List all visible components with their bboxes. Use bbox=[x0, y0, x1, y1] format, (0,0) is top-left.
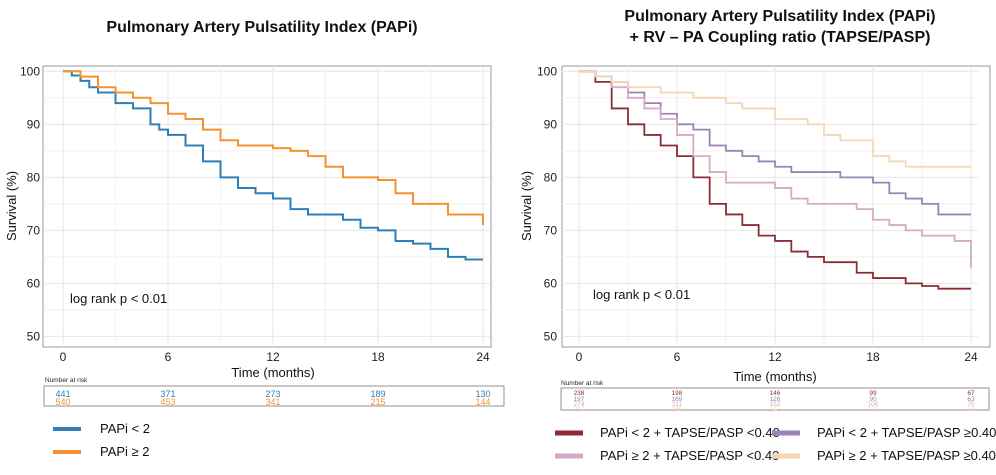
risk-table-value: 371 bbox=[160, 389, 175, 399]
left-risk-table-title: Number at risk bbox=[45, 377, 88, 384]
risk-table-value: 185 bbox=[672, 406, 683, 413]
legend-swatch bbox=[555, 430, 583, 436]
risk-table-value: 90 bbox=[869, 396, 877, 403]
legend-swatch bbox=[772, 453, 800, 459]
legend-label: PAPi ≥ 2 + TAPSE/PASP ≥0.40 bbox=[817, 448, 996, 463]
risk-table-value: 152 bbox=[770, 401, 781, 408]
risk-table-value: 106 bbox=[868, 401, 879, 408]
x-tick-label: 24 bbox=[476, 350, 490, 364]
risk-table-value: 63 bbox=[967, 396, 975, 403]
legend-label: PAPi ≥ 2 + TAPSE/PASP <0.40 bbox=[600, 448, 779, 463]
right-survival-curves bbox=[579, 70, 972, 290]
left-y-axis-label: Survival (%) bbox=[4, 171, 19, 241]
risk-table-value: 130 bbox=[475, 389, 490, 399]
risk-table-value: 144 bbox=[475, 397, 490, 407]
y-tick-label: 70 bbox=[544, 223, 558, 237]
left-gridlines bbox=[45, 66, 490, 347]
legend-label: PAPi < 2 + TAPSE/PASP ≥0.40 bbox=[817, 425, 996, 440]
right-y-axis-label: Survival (%) bbox=[519, 171, 534, 241]
legend-label: PAPi < 2 bbox=[100, 421, 150, 436]
risk-table-value: 453 bbox=[160, 397, 175, 407]
left-chart: Pulmonary Artery Pulsatility Index (PAPi… bbox=[4, 19, 505, 459]
x-tick-label: 0 bbox=[576, 350, 583, 364]
left-y-tick-labels: 50 60 70 80 90 100 bbox=[20, 64, 40, 343]
left-logrank-annotation: log rank p < 0.01 bbox=[70, 291, 167, 306]
y-tick-label: 80 bbox=[544, 170, 558, 184]
right-y-tick-labels: 50 60 70 80 90 100 bbox=[537, 64, 557, 343]
risk-table-value: 540 bbox=[55, 397, 70, 407]
y-tick-label: 90 bbox=[27, 117, 41, 131]
right-risk-table-title: Number at risk bbox=[561, 380, 604, 387]
left-survival-curves bbox=[63, 70, 484, 261]
risk-table-value: 215 bbox=[370, 397, 385, 407]
risk-table-value: 169 bbox=[672, 396, 683, 403]
y-tick-label: 60 bbox=[544, 276, 558, 290]
y-tick-label: 100 bbox=[20, 64, 40, 78]
x-tick-label: 18 bbox=[371, 350, 385, 364]
left-plot-frame bbox=[42, 65, 492, 348]
x-tick-label: 24 bbox=[964, 350, 978, 364]
risk-table-value: 189 bbox=[370, 389, 385, 399]
risk-table-value: 238 bbox=[574, 390, 585, 397]
x-tick-label: 6 bbox=[165, 350, 172, 364]
legend-swatch bbox=[53, 427, 81, 431]
risk-table-value: 274 bbox=[574, 401, 585, 408]
survival-curve-4 bbox=[579, 70, 971, 168]
x-tick-label: 12 bbox=[768, 350, 782, 364]
y-tick-label: 90 bbox=[544, 117, 558, 131]
right-x-tick-labels: 0 6 12 18 24 bbox=[576, 350, 978, 364]
survival-curve-1 bbox=[63, 70, 483, 261]
y-tick-label: 50 bbox=[544, 329, 558, 343]
right-x-axis-label: Time (months) bbox=[733, 369, 816, 384]
risk-table-value: 99 bbox=[869, 390, 877, 397]
y-tick-label: 60 bbox=[27, 276, 41, 290]
y-tick-label: 50 bbox=[27, 329, 41, 343]
risk-table-value: 341 bbox=[265, 397, 280, 407]
left-x-tick-labels: 0 6 12 18 24 bbox=[60, 350, 490, 364]
right-risk-table: 238 198 146 99 67 197 169 126 90 63 274 211 152 106 70… bbox=[574, 390, 975, 413]
risk-table-value: 142 bbox=[770, 406, 781, 413]
legend-label: PAPi ≥ 2 bbox=[100, 444, 150, 459]
risk-table-value: 441 bbox=[55, 389, 70, 399]
x-tick-label: 0 bbox=[60, 350, 67, 364]
risk-table-value: 198 bbox=[672, 390, 683, 397]
right-legend: PAPi < 2 + TAPSE/PASP <0.40 PAPi ≥ 2 + TA… bbox=[555, 425, 996, 463]
survival-curve-2 bbox=[63, 70, 484, 226]
risk-table-value: 67 bbox=[967, 390, 975, 397]
survival-curve-3 bbox=[579, 70, 972, 268]
left-risk-table: 441 371 273 189 130 540 453 341 215 144 bbox=[55, 389, 490, 407]
left-chart-title: Pulmonary Artery Pulsatility Index (PAPi… bbox=[106, 19, 417, 36]
risk-table-value: 101 bbox=[868, 406, 879, 413]
y-tick-label: 80 bbox=[27, 170, 41, 184]
x-tick-label: 12 bbox=[266, 350, 280, 364]
legend-label: PAPi < 2 + TAPSE/PASP <0.40 bbox=[600, 425, 780, 440]
left-x-axis-label: Time (months) bbox=[231, 365, 314, 380]
risk-table-value: 126 bbox=[770, 396, 781, 403]
survival-curve-1 bbox=[579, 70, 971, 290]
risk-table-value: 73 bbox=[967, 406, 975, 413]
legend-swatch bbox=[53, 450, 81, 454]
right-risk-table-frame bbox=[560, 387, 990, 411]
risk-table-value: 70 bbox=[967, 401, 975, 408]
right-chart: Pulmonary Artery Pulsatility Index (PAPi… bbox=[519, 8, 996, 463]
risk-table-value: 197 bbox=[574, 396, 585, 403]
left-legend: PAPi < 2 PAPi ≥ 2 bbox=[53, 421, 150, 459]
y-tick-label: 100 bbox=[537, 64, 557, 78]
right-chart-title: Pulmonary Artery Pulsatility Index (PAPi… bbox=[624, 8, 935, 25]
right-plot-frame bbox=[561, 65, 991, 348]
risk-table-value: 211 bbox=[672, 401, 683, 408]
legend-swatch bbox=[555, 453, 583, 459]
y-tick-label: 70 bbox=[27, 223, 41, 237]
right-chart-subtitle: + RV – PA Coupling ratio (TAPSE/PASP) bbox=[630, 29, 931, 46]
right-logrank-annotation: log rank p < 0.01 bbox=[593, 287, 690, 302]
risk-table-value: 146 bbox=[770, 390, 781, 397]
x-tick-label: 18 bbox=[866, 350, 880, 364]
x-tick-label: 6 bbox=[674, 350, 681, 364]
risk-table-value: 217 bbox=[574, 406, 585, 413]
legend-swatch bbox=[772, 430, 800, 436]
risk-table-value: 273 bbox=[265, 389, 280, 399]
left-risk-table-frame bbox=[43, 385, 505, 407]
survival-curve-2 bbox=[579, 70, 971, 216]
